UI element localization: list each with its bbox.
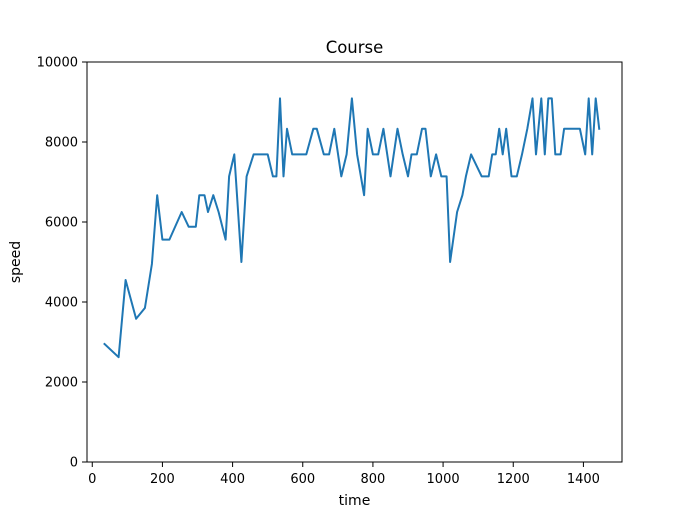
chart-title: Course [326, 38, 384, 57]
x-tick-label: 400 [220, 472, 245, 487]
x-tick-label: 600 [290, 472, 315, 487]
x-tick-label: 1400 [567, 472, 600, 487]
y-tick-label: 10000 [37, 56, 78, 71]
x-tick-label: 1000 [427, 472, 460, 487]
y-tick-label: 8000 [45, 136, 78, 151]
series-line-speed [103, 97, 601, 359]
x-tick-label: 200 [150, 472, 175, 487]
x-axis-ticks: 0 200 400 600 800 1000 1200 1400 [88, 462, 600, 487]
y-tick-label: 0 [70, 456, 78, 471]
y-tick-label: 6000 [45, 216, 78, 231]
y-tick-label: 4000 [45, 296, 78, 311]
y-tick-label: 2000 [45, 376, 78, 391]
y-axis-ticks: 0 2000 4000 6000 8000 10000 [37, 56, 87, 471]
plot-area-frame [86, 61, 623, 463]
x-tick-label: 800 [361, 472, 386, 487]
x-tick-label: 0 [88, 472, 96, 487]
x-axis-label: time [339, 493, 371, 509]
x-tick-label: 1200 [497, 472, 530, 487]
y-axis-label: speed [8, 241, 24, 283]
